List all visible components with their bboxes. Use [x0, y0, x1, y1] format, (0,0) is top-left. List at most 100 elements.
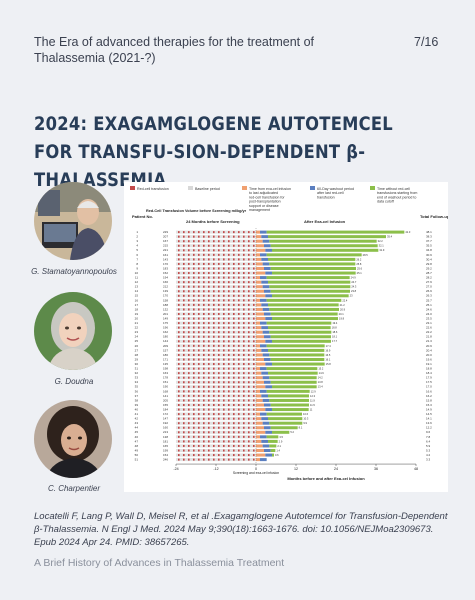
transfusion-volume: 155	[163, 403, 168, 407]
transfusion-mark	[218, 335, 220, 338]
transfusion-mark	[243, 431, 245, 434]
patient-number: 12	[135, 280, 139, 284]
transfusion-mark	[213, 235, 215, 238]
transfusion-mark	[193, 417, 195, 420]
transfusion-volume: 192	[163, 421, 168, 425]
transfusion-free-bar	[269, 398, 309, 402]
transfusion-mark	[243, 313, 245, 315]
transfusion-mark	[203, 381, 205, 384]
transfusion-mark	[188, 372, 190, 375]
transfusion-mark	[203, 417, 205, 420]
total-followup: 16.6	[426, 389, 432, 393]
transfusion-mark	[213, 376, 215, 379]
transfusion-mark	[233, 317, 235, 320]
transfusion-mark	[218, 381, 220, 384]
transfusion-mark	[193, 390, 195, 393]
transfusion-mark	[243, 317, 245, 320]
transfusion-mark	[198, 408, 200, 411]
transfusion-mark	[183, 376, 185, 379]
transfusion-mark	[248, 313, 250, 315]
total-followup: 38.3	[426, 235, 432, 239]
transfusion-mark	[203, 458, 205, 461]
transfusion-free-value: 18.1	[332, 335, 338, 339]
transfusion-mark	[253, 262, 255, 265]
transfusion-mark	[218, 290, 220, 293]
transfusion-mark	[193, 408, 195, 411]
baseline-bar	[176, 453, 256, 457]
transfusion-mark	[183, 240, 185, 243]
transfusion-mark	[223, 363, 225, 366]
transfusion-free-value: 17.4	[326, 344, 332, 348]
transfusion-mark	[248, 340, 250, 343]
transfusion-mark	[218, 376, 220, 379]
washout-bar	[265, 453, 272, 457]
transfusion-free-value: 25.8	[356, 262, 362, 266]
x-tick-label: 24	[334, 467, 338, 471]
transfusion-free-bar	[272, 339, 331, 343]
transfusion-mark	[178, 458, 180, 461]
transfusion-mark	[213, 249, 215, 252]
transfusion-mark	[193, 449, 195, 452]
transfusion-free-value: 14.2	[318, 376, 324, 380]
transfusion-volume: 183	[163, 266, 168, 270]
transfusion-mark	[208, 240, 210, 243]
transfusion-mark	[213, 353, 215, 356]
transfusion-mark	[248, 408, 250, 411]
transfusion-mark	[228, 276, 230, 279]
total-followup: 18.8	[426, 367, 432, 371]
transfusion-free-bar	[270, 312, 338, 316]
transfusion-mark	[208, 258, 210, 261]
transfusion-mark	[253, 349, 255, 352]
transfusion-mark	[208, 235, 210, 238]
transfusion-mark	[238, 376, 240, 379]
total-followup: 34.8	[426, 248, 432, 252]
post-infusion-bar	[256, 253, 260, 257]
transfusion-free-value: 11.5	[310, 403, 315, 407]
washout-bar	[265, 430, 272, 434]
baseline-bar	[176, 412, 256, 416]
transfusion-mark	[183, 353, 185, 356]
total-followup: 17.9	[426, 376, 432, 380]
baseline-bar	[176, 303, 256, 307]
transfusion-mark	[238, 413, 240, 416]
transfusion-mark	[183, 440, 185, 443]
transfusion-free-bar	[269, 376, 317, 380]
transfusion-mark	[228, 385, 230, 388]
transfusion-mark	[183, 276, 185, 279]
transfusion-mark	[193, 322, 195, 325]
transfusion-mark	[198, 317, 200, 320]
citation: Locatelli F, Lang P, Wall D, Meisel R, e…	[34, 511, 448, 548]
transfusion-mark	[253, 326, 255, 329]
transfusion-mark	[203, 394, 205, 397]
transfusion-mark	[238, 299, 240, 302]
transfusion-free-bar	[269, 239, 377, 243]
transfusion-mark	[208, 267, 210, 270]
transfusion-mark	[223, 440, 225, 443]
patient-number: 39	[135, 403, 139, 407]
transfusion-mark	[228, 285, 230, 288]
transfusion-mark	[208, 340, 210, 343]
transfusion-free-bar	[269, 353, 325, 357]
patient-number: 31	[135, 367, 139, 371]
transfusion-mark	[188, 413, 190, 416]
transfusion-mark	[193, 353, 195, 356]
transfusion-volume: 139	[163, 289, 168, 293]
total-followup: 30.9	[426, 253, 432, 257]
baseline-bar	[176, 335, 256, 339]
transfusion-mark	[183, 308, 185, 311]
transfusion-mark	[248, 404, 250, 406]
transfusion-mark	[243, 267, 245, 270]
post-infusion-bar	[256, 344, 260, 348]
transfusion-mark	[203, 272, 205, 275]
transfusion-mark	[188, 399, 190, 402]
transfusion-mark	[178, 372, 180, 375]
swimmer-plot: Red-cell transfusion Baseline period Time …	[130, 186, 457, 481]
transfusion-mark	[213, 240, 215, 243]
transfusion-mark	[253, 444, 255, 447]
transfusion-mark	[213, 331, 215, 334]
transfusion-mark	[248, 244, 250, 247]
baseline-bar	[176, 348, 256, 352]
patient-number: 20	[135, 316, 139, 320]
transfusion-mark	[178, 394, 180, 397]
transfusion-mark	[188, 262, 190, 265]
